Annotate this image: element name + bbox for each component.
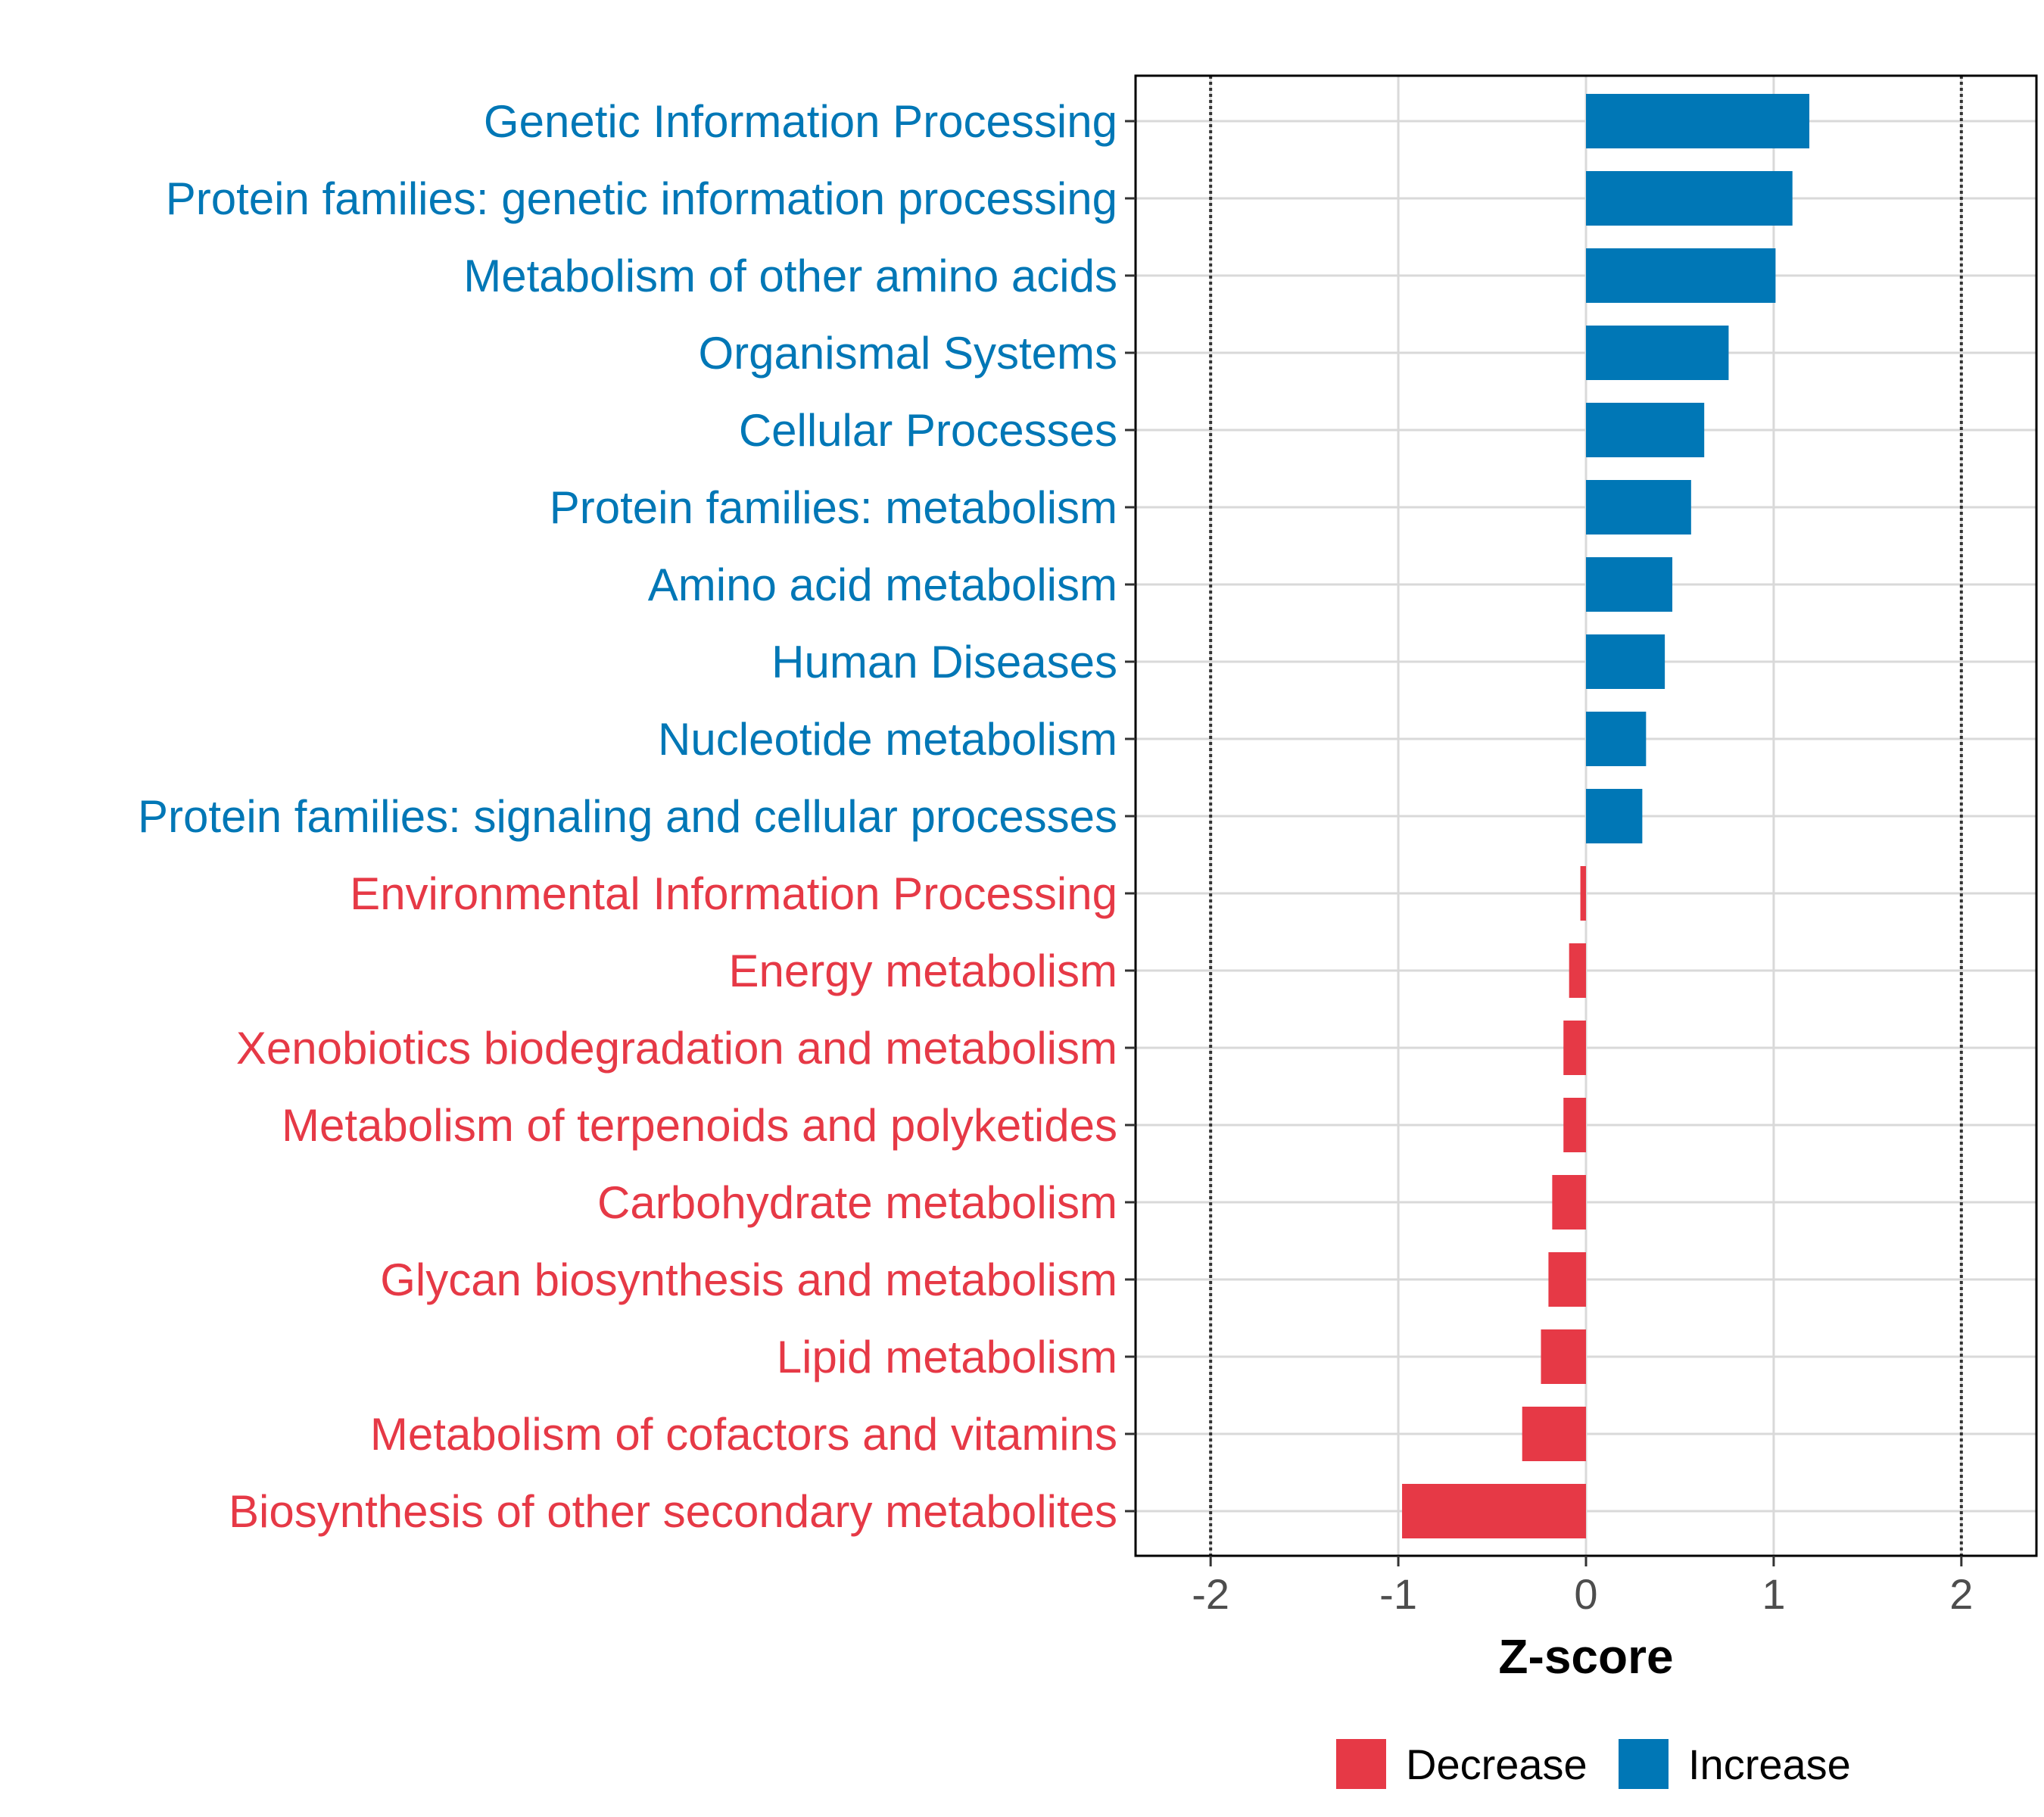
y-tick-label-1: Protein families: genetic information pr…	[166, 173, 1117, 224]
y-tick-label-18: Biosynthesis of other secondary metaboli…	[229, 1486, 1117, 1537]
y-tick-label-5: Protein families: metabolism	[550, 482, 1117, 533]
reference-lines	[1209, 76, 1963, 1556]
bar-14	[1552, 1175, 1586, 1230]
bar-17	[1522, 1407, 1586, 1461]
bar-10	[1580, 866, 1586, 921]
bar-2	[1586, 248, 1776, 303]
bar-1	[1586, 171, 1793, 226]
y-tick-label-10: Environmental Information Processing	[350, 868, 1117, 919]
y-tick-label-11: Energy metabolism	[728, 946, 1117, 996]
bar-9	[1586, 789, 1643, 843]
legend: Decrease Increase	[1336, 1739, 1851, 1789]
x-axis: -2 -1 0 1 2	[1192, 1556, 1973, 1618]
y-tick-label-8: Nucleotide metabolism	[658, 714, 1117, 765]
bar-4	[1586, 403, 1705, 457]
legend-swatch-decrease	[1336, 1739, 1386, 1789]
bars	[1402, 94, 1810, 1538]
bar-15	[1548, 1252, 1586, 1307]
bar-12	[1563, 1021, 1586, 1075]
x-tick-label-1: -1	[1379, 1570, 1417, 1618]
bar-5	[1586, 480, 1691, 535]
y-tick-label-14: Carbohydrate metabolism	[597, 1177, 1117, 1228]
x-tick-label-0: -2	[1192, 1570, 1229, 1618]
y-tick-label-6: Amino acid metabolism	[648, 559, 1117, 610]
x-tick-label-3: 1	[1762, 1570, 1785, 1618]
y-axis: Genetic Information Processing Protein fa…	[138, 96, 1136, 1537]
y-tick-label-13: Metabolism of terpenoids and polyketides	[282, 1100, 1117, 1151]
x-axis-title: Z-score	[1498, 1629, 1673, 1684]
legend-label-increase: Increase	[1688, 1741, 1851, 1788]
legend-swatch-increase	[1619, 1739, 1669, 1789]
bar-11	[1569, 943, 1586, 998]
y-tick-label-7: Human Diseases	[771, 637, 1117, 687]
bar-3	[1586, 326, 1729, 380]
y-tick-label-4: Cellular Processes	[739, 405, 1117, 456]
bar-6	[1586, 557, 1673, 612]
y-tick-label-3: Organismal Systems	[699, 328, 1117, 379]
x-tick-label-4: 2	[1949, 1570, 1973, 1618]
y-tick-label-17: Metabolism of cofactors and vitamins	[370, 1409, 1117, 1460]
bar-0	[1586, 94, 1810, 148]
bar-7	[1586, 634, 1665, 689]
y-tick-label-12: Xenobiotics biodegradation and metabolis…	[236, 1023, 1117, 1074]
y-tick-label-0: Genetic Information Processing	[484, 96, 1117, 147]
y-tick-label-15: Glycan biosynthesis and metabolism	[380, 1254, 1117, 1305]
x-tick-label-2: 0	[1574, 1570, 1597, 1618]
bar-13	[1563, 1098, 1586, 1152]
y-tick-label-9: Protein families: signaling and cellular…	[138, 791, 1117, 842]
legend-label-decrease: Decrease	[1406, 1741, 1588, 1788]
y-tick-label-2: Metabolism of other amino acids	[463, 251, 1117, 301]
y-tick-label-16: Lipid metabolism	[777, 1332, 1117, 1382]
bar-8	[1586, 712, 1647, 766]
bar-16	[1541, 1329, 1586, 1384]
bar-18	[1402, 1484, 1586, 1538]
